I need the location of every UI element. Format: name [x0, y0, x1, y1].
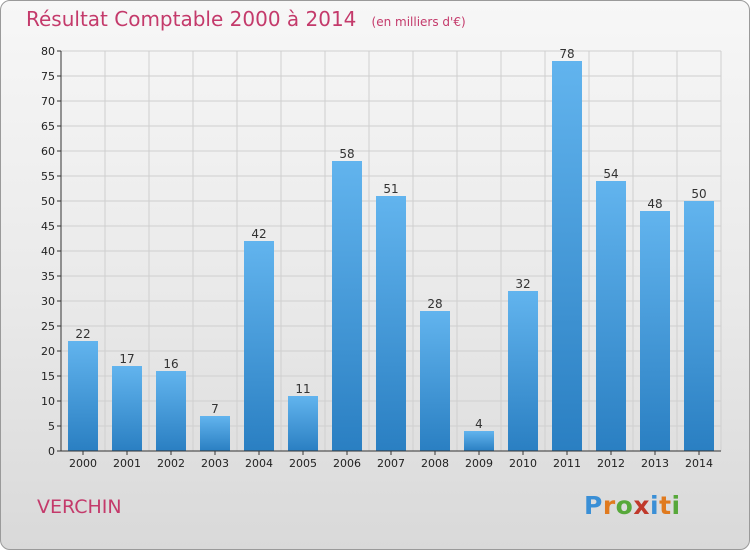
y-tick-label: 60 — [41, 145, 55, 158]
x-tick-label: 2003 — [201, 457, 229, 470]
y-tick-label: 70 — [41, 95, 55, 108]
logo-letter: i — [650, 491, 660, 520]
y-tick-label: 80 — [41, 45, 55, 58]
logo-letter: i — [671, 491, 681, 520]
bar-value-label: 32 — [515, 277, 530, 291]
bar-2003 — [200, 416, 230, 451]
bar-2009 — [464, 431, 494, 451]
bar-value-label: 78 — [559, 47, 574, 61]
y-tick-label: 65 — [41, 120, 55, 133]
bar-value-label: 58 — [339, 147, 354, 161]
x-tick-label: 2004 — [245, 457, 273, 470]
y-tick-label: 35 — [41, 270, 55, 283]
bar-value-label: 11 — [295, 382, 310, 396]
bar-value-label: 17 — [119, 352, 134, 366]
logo-letter: o — [615, 491, 634, 520]
y-tick-label: 30 — [41, 295, 55, 308]
y-tick-label: 45 — [41, 220, 55, 233]
bar-value-label: 16 — [163, 357, 178, 371]
x-tick-label: 2006 — [333, 457, 361, 470]
y-tick-label: 50 — [41, 195, 55, 208]
bar-2012 — [596, 181, 626, 451]
y-tick-label: 55 — [41, 170, 55, 183]
x-tick-label: 2013 — [641, 457, 669, 470]
x-tick-label: 2012 — [597, 457, 625, 470]
logo-letter: P — [584, 491, 603, 520]
bar-value-label: 28 — [427, 297, 442, 311]
commune-name: VERCHIN — [37, 496, 122, 518]
bar-value-label: 48 — [647, 197, 662, 211]
chart-title: Résultat Comptable 2000 à 2014 (en milli… — [26, 7, 466, 31]
bar-2014 — [684, 201, 714, 451]
y-tick-label: 20 — [41, 345, 55, 358]
x-tick-label: 2009 — [465, 457, 493, 470]
bar-2006 — [332, 161, 362, 451]
bar-2002 — [156, 371, 186, 451]
y-tick-label: 10 — [41, 395, 55, 408]
chart-title-main: Résultat Comptable 2000 à 2014 — [26, 7, 357, 31]
chart-title-unit: (en milliers d'€) — [371, 15, 466, 29]
x-tick-label: 2001 — [113, 457, 141, 470]
y-tick-label: 5 — [48, 420, 55, 433]
bars: 22 17 16 7 42 11 58 51 28 4 32 78 54 48 50 — [68, 47, 714, 451]
y-tick-label: 15 — [41, 370, 55, 383]
bar-2005 — [288, 396, 318, 451]
x-tick-label: 2002 — [157, 457, 185, 470]
bar-value-label: 50 — [691, 187, 706, 201]
x-tick-label: 2005 — [289, 457, 317, 470]
logo-letter: t — [659, 491, 672, 520]
y-tick-label: 25 — [41, 320, 55, 333]
y-tick-label: 40 — [41, 245, 55, 258]
logo-letter: r — [602, 491, 616, 520]
bar-value-label: 4 — [475, 417, 483, 431]
bar-2004 — [244, 241, 274, 451]
bar-2001 — [112, 366, 142, 451]
x-tick-label: 2008 — [421, 457, 449, 470]
x-tick-label: 2011 — [553, 457, 581, 470]
logo-letter: x — [633, 491, 650, 520]
bar-2007 — [376, 196, 406, 451]
x-tick-label: 2000 — [69, 457, 97, 470]
x-tick-label: 2010 — [509, 457, 537, 470]
proxiti-logo[interactable]: Proxiti — [584, 491, 681, 520]
y-tick-label: 0 — [48, 445, 55, 458]
y-tick-label: 75 — [41, 70, 55, 83]
bar-value-label: 54 — [603, 167, 618, 181]
bar-value-label: 22 — [75, 327, 90, 341]
bar-2013 — [640, 211, 670, 451]
bar-value-label: 51 — [383, 182, 398, 196]
axes: 0 5 10 15 20 25 30 35 40 45 50 55 60 65 70 75 80 2000 2001… — [41, 45, 721, 470]
bar-2011 — [552, 61, 582, 451]
bar-value-label: 7 — [211, 402, 219, 416]
x-tick-label: 2007 — [377, 457, 405, 470]
bar-2010 — [508, 291, 538, 451]
bar-2008 — [420, 311, 450, 451]
bar-2000 — [68, 341, 98, 451]
x-tick-label: 2014 — [685, 457, 713, 470]
bar-value-label: 42 — [251, 227, 266, 241]
